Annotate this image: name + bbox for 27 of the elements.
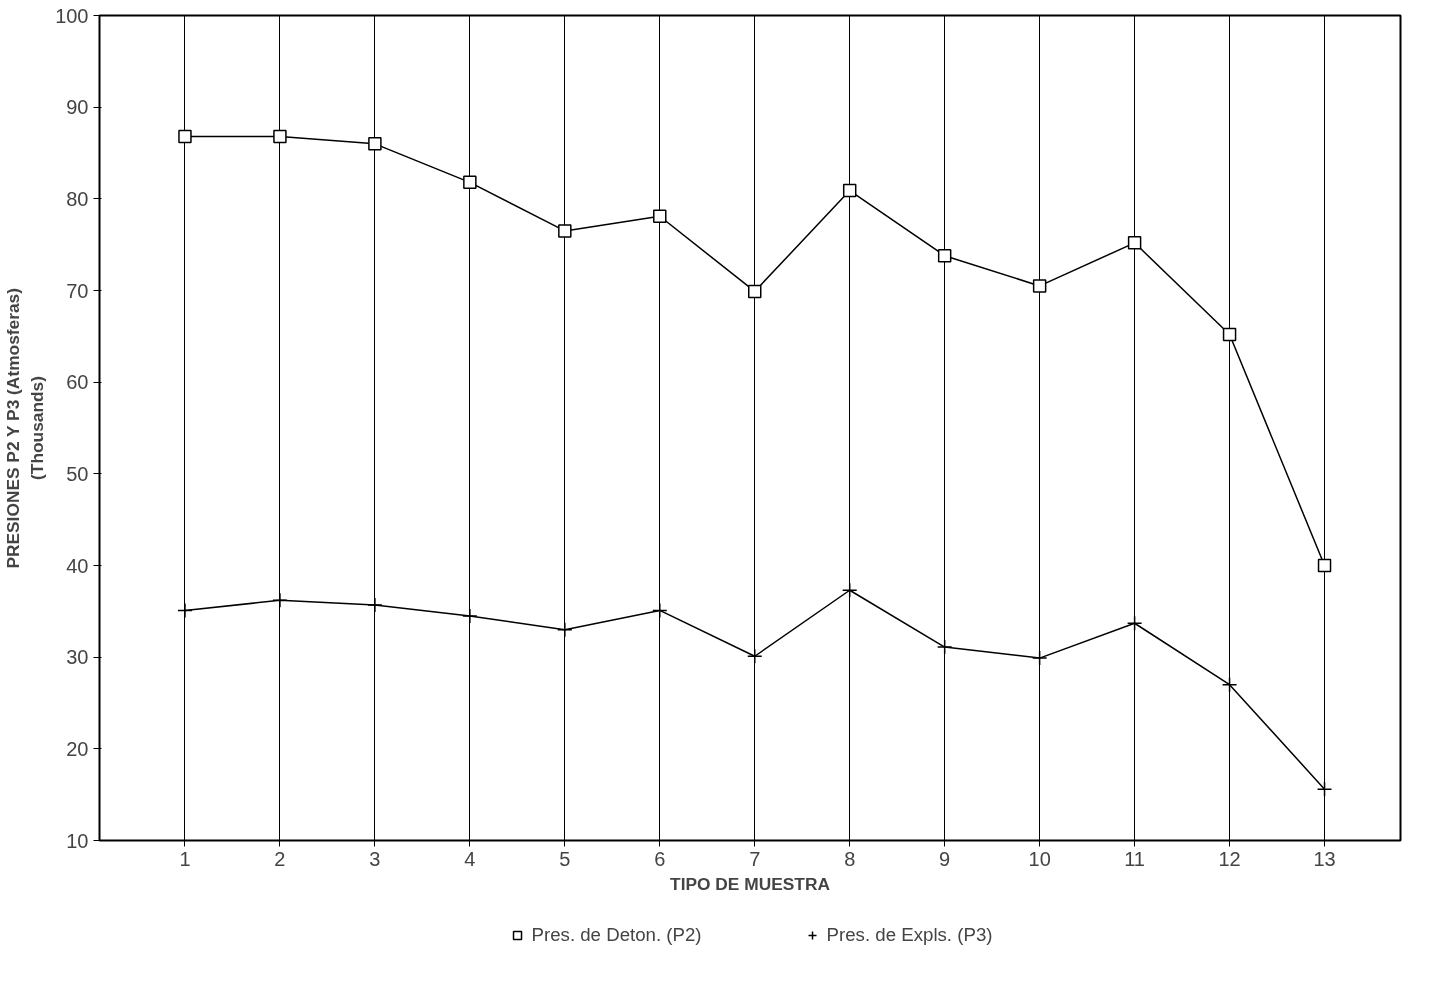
x-tick-label: 5	[559, 847, 571, 870]
x-tick-label: 2	[274, 847, 286, 870]
y-axis-title: PRESIONES P2 Y P3 (Atmosferas) (Thousands)	[3, 288, 48, 569]
x-tick-label: 12	[1218, 847, 1241, 870]
y-tick-label: 70	[66, 279, 89, 302]
y-tick-label: 50	[66, 462, 89, 485]
legend-label: Pres. de Deton. (P2)	[531, 924, 702, 946]
x-tick-label: 3	[369, 847, 381, 870]
y-tick-label: 80	[66, 187, 89, 210]
x-tick-label: 7	[749, 847, 761, 870]
x-axis-title: TIPO DE MUESTRA	[670, 873, 831, 894]
x-tick-label: 6	[654, 847, 666, 870]
x-tick-label: 1	[179, 847, 191, 870]
y-tick-label: 100	[55, 4, 89, 27]
x-tick-label: 9	[939, 847, 951, 870]
y-tick-label: 90	[66, 96, 89, 119]
x-tick-label: 8	[844, 847, 856, 870]
x-tick-label: 10	[1028, 847, 1051, 870]
y-tick-label: 30	[66, 646, 89, 669]
x-tick-label: 11	[1124, 847, 1145, 870]
legend-label: Pres. de Expls. (P3)	[826, 924, 993, 946]
x-tick-label: 4	[464, 847, 476, 870]
y-tick-label: 10	[66, 829, 89, 852]
y-tick-label: 60	[66, 371, 89, 394]
y-tick-label: 40	[66, 554, 89, 577]
x-tick-label: 13	[1313, 847, 1336, 870]
y-tick-label: 20	[66, 737, 89, 760]
